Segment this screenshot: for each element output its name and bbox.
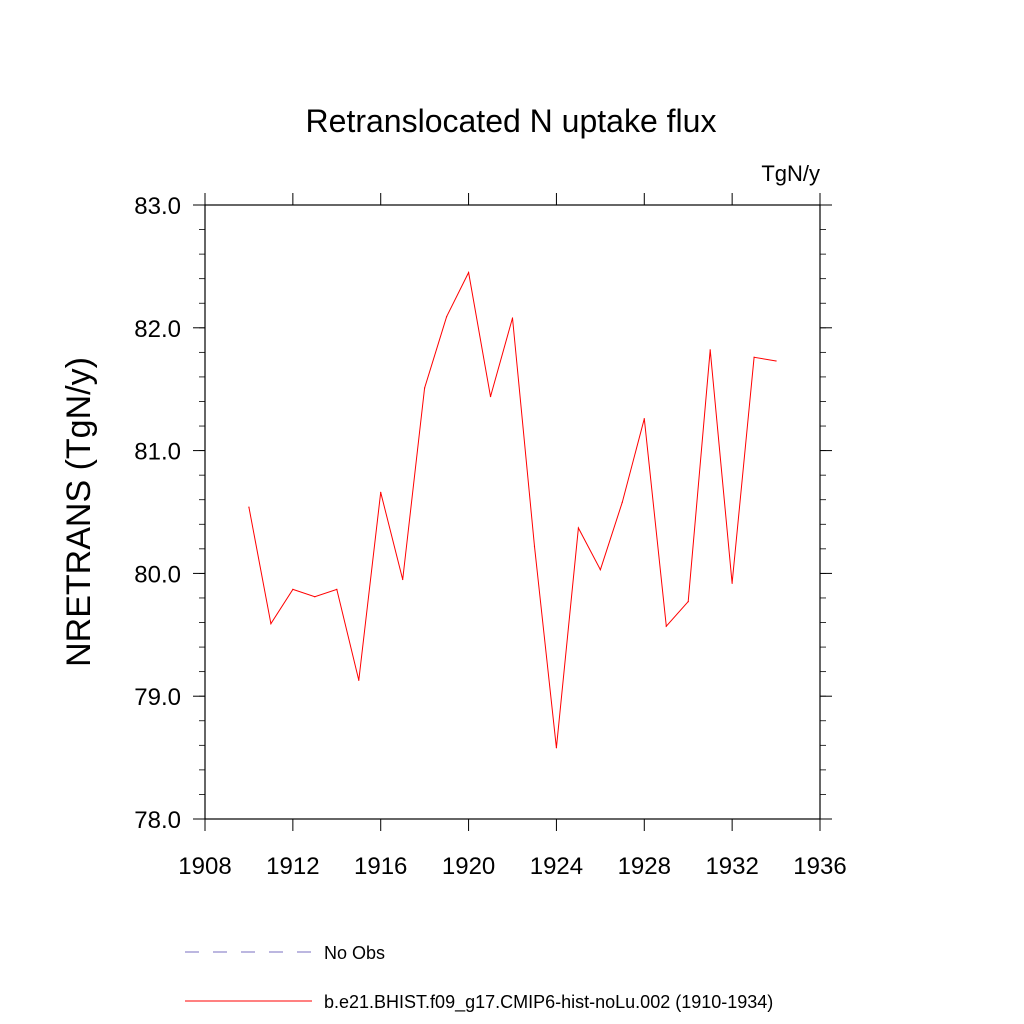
- data-point: [643, 418, 645, 420]
- data-point: [687, 601, 689, 603]
- y-tick-label: 80.0: [134, 561, 181, 588]
- data-point: [775, 360, 777, 362]
- plot-frame: [204, 204, 821, 820]
- data-point: [665, 625, 667, 627]
- data-point: [467, 271, 470, 274]
- x-tick-label: 1916: [354, 853, 407, 880]
- data-point: [402, 578, 404, 581]
- y-tick-label: 81.0: [134, 439, 181, 466]
- data-point: [446, 316, 448, 318]
- data-point: [533, 545, 536, 547]
- legend: No Obs b.e21.BHIST.f09_g17.CMIP6-hist-no…: [185, 943, 773, 1013]
- chart-title: Retranslocated N uptake flux: [306, 103, 717, 139]
- y-ticks: 78.0 79.0 80.0 81.0 82.0 83.0: [134, 193, 832, 834]
- data-point: [424, 387, 426, 389]
- data-point: [489, 395, 492, 398]
- y-tick-label: 78.0: [134, 807, 181, 834]
- data-point: [248, 506, 250, 508]
- x-tick-label: 1908: [178, 853, 231, 880]
- data-point: [336, 588, 338, 590]
- y-tick-label: 82.0: [134, 316, 181, 343]
- data-point: [511, 317, 514, 319]
- data-point: [314, 596, 316, 598]
- x-tick-label: 1912: [266, 853, 319, 880]
- x-tick-label: 1928: [618, 853, 671, 880]
- data-point: [292, 588, 294, 590]
- x-tick-label: 1920: [442, 853, 495, 880]
- data-point: [380, 491, 382, 493]
- x-ticks: 1908 1912 1916 1920 1924 1928 1932 1936: [178, 193, 847, 880]
- legend-label-model: b.e21.BHIST.f09_g17.CMIP6-hist-noLu.002 …: [324, 992, 773, 1013]
- data-point: [599, 569, 601, 571]
- series-layer: [248, 270, 777, 749]
- data-point: [731, 582, 733, 584]
- y-axis-label: NRETRANS (TgN/y): [60, 357, 98, 667]
- x-tick-label: 1932: [705, 853, 758, 880]
- data-point: [753, 356, 755, 358]
- x-tick-label: 1936: [793, 853, 846, 880]
- data-point: [709, 349, 711, 351]
- legend-label-no-obs: No Obs: [324, 943, 385, 963]
- y-tick-label: 83.0: [134, 193, 181, 220]
- data-point: [621, 501, 623, 503]
- data-point: [555, 747, 558, 749]
- data-point: [270, 623, 272, 625]
- series-line: [248, 270, 777, 748]
- y-tick-label: 79.0: [134, 684, 181, 711]
- data-point: [358, 679, 360, 681]
- units-label: TgN/y: [761, 161, 820, 186]
- x-tick-label: 1924: [530, 853, 583, 880]
- data-point: [577, 527, 579, 529]
